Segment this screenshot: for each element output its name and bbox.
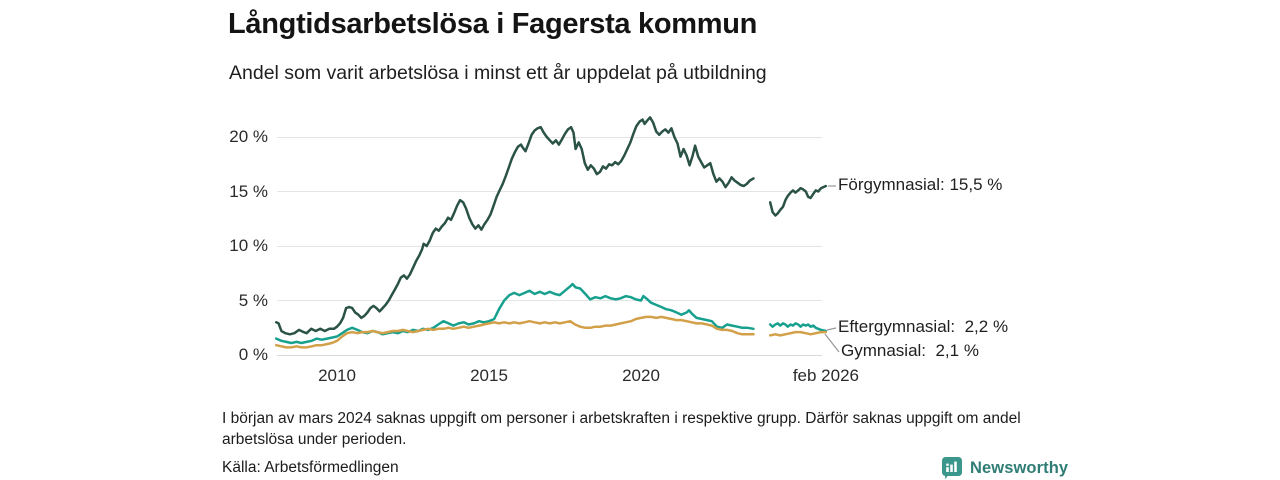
series-line-eftergymnasial — [274, 282, 755, 345]
chart-footnote: I början av mars 2024 saknas uppgift om … — [222, 410, 1021, 448]
newsworthy-brand: Newsworthy — [941, 456, 1068, 480]
y-tick-label: 10 % — [229, 236, 268, 255]
x-tick-label: feb 2026 — [792, 366, 860, 385]
gridline — [277, 354, 822, 356]
x-tick-label: 2020 — [622, 366, 660, 385]
newsworthy-wordmark: Newsworthy — [970, 458, 1069, 477]
annotation-leader-line — [826, 327, 837, 331]
x-tick-label: 2010 — [318, 366, 356, 385]
y-tick-label: 5 % — [238, 290, 268, 310]
gridline — [277, 245, 822, 247]
annotation-leader-line — [824, 333, 840, 353]
page-title: Långtidsarbetslösa i Fagersta kommun — [228, 8, 758, 40]
y-tick-label: 20 % — [229, 127, 268, 146]
y-tick-label: 0 % — [238, 345, 268, 364]
series-line-eftergymnasial — [768, 322, 828, 333]
series-line-gymnasial — [768, 330, 828, 337]
source-attribution: Källa: Arbetsförmedlingen — [222, 459, 399, 476]
newsworthy-logo-icon — [941, 456, 963, 480]
series-end-label: Eftergymnasial: 2,2 % — [838, 317, 1009, 336]
series-line-gymnasial — [274, 315, 755, 349]
gridline — [277, 191, 822, 192]
gridline — [277, 136, 822, 138]
gridline — [277, 300, 822, 301]
x-tick-label: 2015 — [470, 366, 508, 385]
chart-subtitle: Andel som varit arbetslösa i minst ett å… — [229, 62, 767, 84]
series-line-forgymnasial — [274, 116, 755, 336]
y-tick-label: 15 % — [229, 181, 268, 201]
series-end-label: Gymnasial: 2,1 % — [841, 341, 979, 360]
series-end-label: Förgymnasial: 15,5 % — [838, 175, 1003, 194]
